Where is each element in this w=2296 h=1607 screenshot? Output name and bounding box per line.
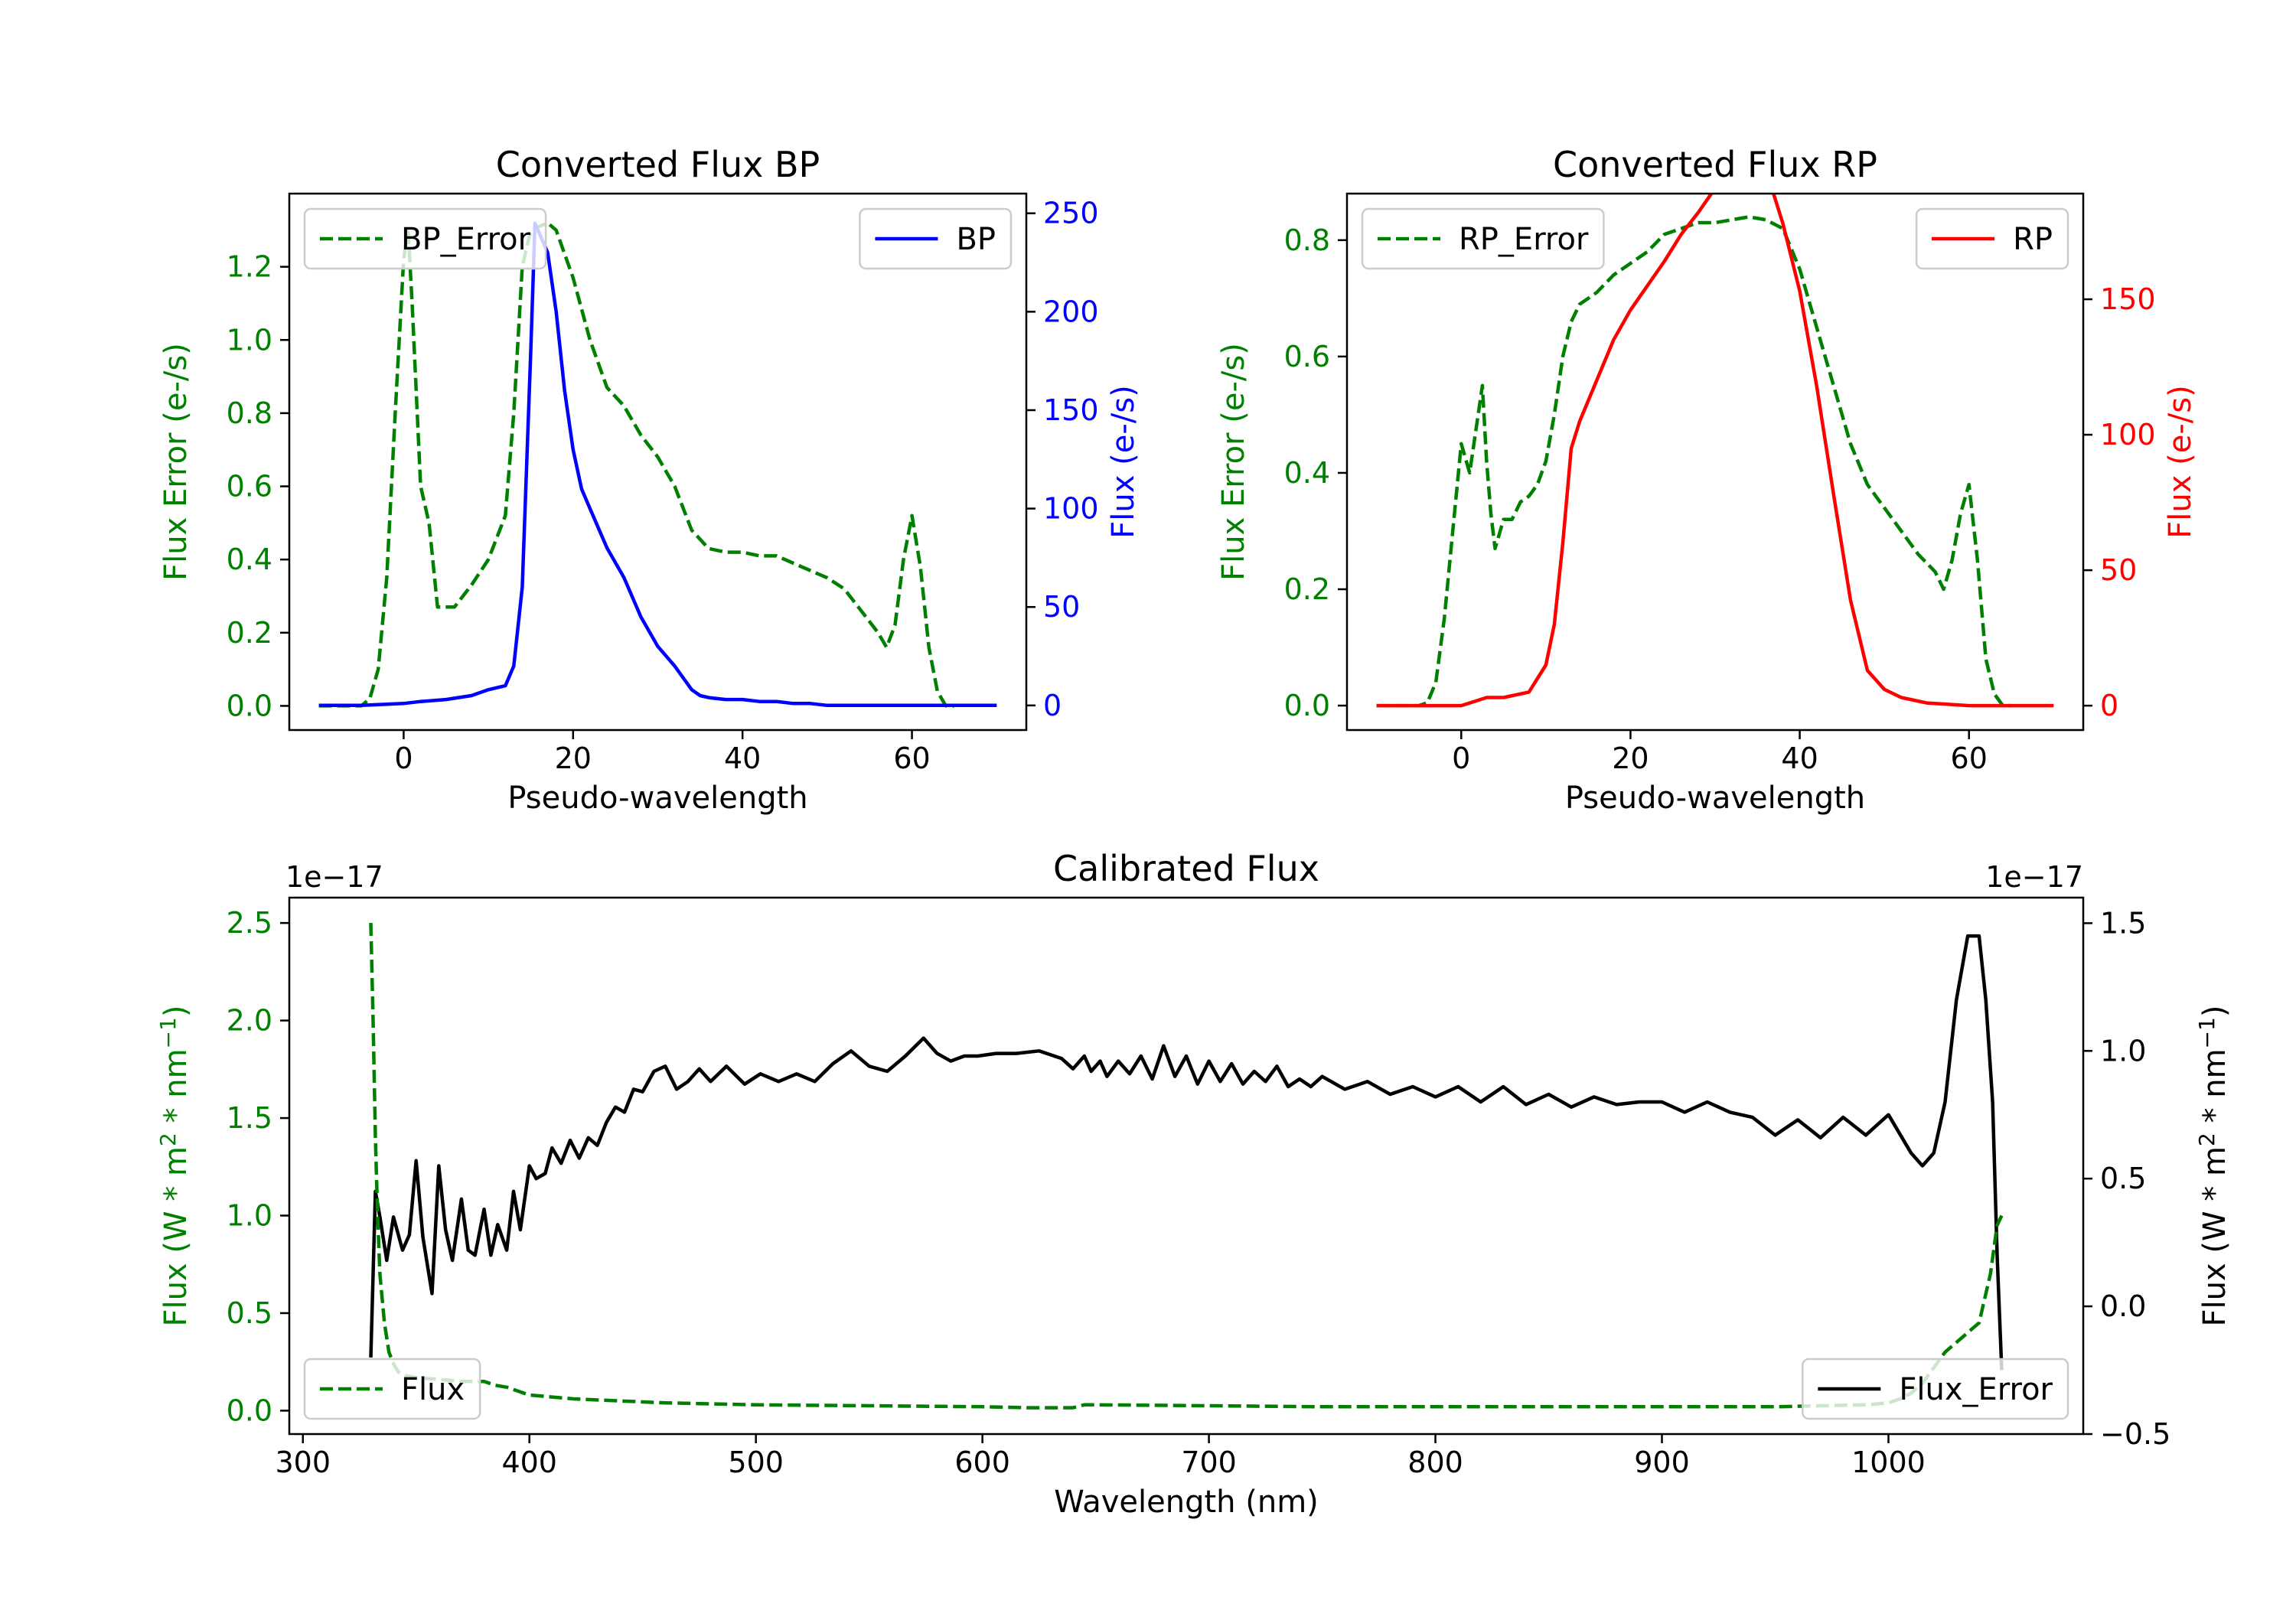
series-line-flux (369, 934, 2004, 1371)
y-right-tick-label: 1.0 (2100, 1034, 2146, 1068)
x-tick-label: 600 (954, 1446, 1010, 1479)
x-tick-label: 900 (1634, 1446, 1690, 1479)
x-tick-label: 40 (1781, 742, 1818, 775)
x-tick-label: 40 (724, 742, 761, 775)
legend-box (303, 207, 547, 270)
legend-rp-error: RP_Error (1361, 207, 1605, 270)
x-tick-label: 800 (1407, 1446, 1463, 1479)
plot-frame (288, 896, 2085, 1436)
y-right-tick-label: 0.5 (2100, 1162, 2146, 1195)
series-line-rp (1376, 194, 2054, 708)
y-right-tick-label: 250 (1043, 197, 1099, 230)
y-right-tick-label: 50 (1043, 590, 1080, 624)
y-left-tick-label: 0.6 (227, 470, 272, 504)
y-right-tick-label: 200 (1043, 295, 1099, 328)
legend-box (1361, 207, 1605, 270)
x-tick-label: 60 (893, 742, 930, 775)
y-left-tick-label: 2.5 (227, 906, 272, 940)
x-axis-label: Pseudo-wavelength (1565, 781, 1865, 816)
y-left-tick-label: 1.5 (227, 1101, 272, 1135)
legend-box (303, 1358, 481, 1420)
y-left-tick-label: 1.0 (227, 323, 272, 357)
x-axis-label: Pseudo-wavelength (507, 781, 807, 816)
x-tick-label: 0 (394, 742, 413, 775)
y-left-tick-label: 0.8 (227, 396, 272, 430)
legend-box (1802, 1358, 2069, 1420)
series-line-flux-error (369, 923, 2004, 1410)
y-right-tick-label: 100 (2100, 418, 2156, 451)
legend-label: Flux_Error (1899, 1372, 2053, 1407)
plot-frame (288, 192, 1028, 732)
y-right-axis-label: Flux (e-/s) (2163, 385, 2198, 538)
plot-frame (1345, 192, 2085, 732)
legend-flux-error: Flux (303, 1358, 481, 1420)
x-tick-label: 0 (1452, 742, 1470, 775)
series-line-bp (318, 221, 997, 708)
chart-title: Converted Flux BP (496, 144, 820, 185)
y-right-tick-label: 50 (2100, 553, 2137, 587)
y-left-tick-label: 0.4 (1284, 456, 1330, 490)
x-tick-label: 300 (275, 1446, 331, 1479)
x-tick-label: 400 (501, 1446, 557, 1479)
y-left-tick-label: 1.2 (227, 250, 272, 284)
y-right-tick-label: 0 (1043, 689, 1062, 722)
calibrated-chart: 300 400 500 600 700 800 900 1000 0.0 0.5 1.0 1.5 2.0… (155, 848, 2232, 1520)
y-left-tick-label: 0.6 (1284, 340, 1330, 373)
series-line-rp-error (1376, 215, 2011, 708)
x-tick-label: 60 (1951, 742, 1988, 775)
y-right-axis-label: Flux (W * m2 * nm−1) (2194, 1006, 2232, 1327)
legend-bp-error: BP_Error (303, 207, 547, 270)
y-left-tick-label: 0.5 (227, 1296, 272, 1330)
x-tick-label: 20 (1612, 742, 1649, 775)
y-right-tick-label: 150 (2100, 282, 2156, 316)
x-tick-label: 700 (1181, 1446, 1237, 1479)
legend-rp: RP (1915, 207, 2069, 270)
legend-bp: BP (859, 207, 1013, 270)
legend-label: RP (2013, 222, 2053, 257)
y-left-tick-label: 0.0 (227, 689, 272, 722)
y-left-tick-label: 0.8 (1284, 223, 1330, 257)
y-left-tick-label: 0.0 (227, 1393, 272, 1427)
x-tick-label: 500 (728, 1446, 784, 1479)
legend-label: BP (956, 222, 996, 257)
y-right-tick-label: 0.0 (2100, 1289, 2146, 1323)
legend-label: Flux (401, 1372, 465, 1407)
y-left-tick-label: 2.0 (227, 1004, 272, 1038)
x-axis-label: Wavelength (nm) (1054, 1485, 1319, 1520)
y-left-scale-label: 1e−17 (285, 860, 383, 894)
y-right-axis-label: Flux (e-/s) (1106, 385, 1141, 538)
y-right-tick-label: 150 (1043, 393, 1099, 427)
y-left-tick-label: 0.2 (227, 616, 272, 650)
x-tick-label: 20 (555, 742, 592, 775)
chart-title: Calibrated Flux (1053, 848, 1319, 889)
y-right-tick-label: 0 (2100, 689, 2118, 722)
y-right-scale-label: 1e−17 (1985, 860, 2083, 894)
y-right-tick-label: −0.5 (2100, 1417, 2170, 1451)
y-right-tick-label: 1.5 (2100, 906, 2146, 940)
y-left-tick-label: 1.0 (227, 1199, 272, 1233)
legend-label: RP_Error (1459, 222, 1589, 257)
y-left-axis-label: Flux Error (e-/s) (158, 343, 194, 581)
y-left-axis-label: Flux (W * m2 * nm−1) (155, 1006, 194, 1327)
series-line-bp-error (318, 221, 954, 708)
bp-chart: 0 20 40 60 0.0 0.2 0.4 0.6 0.8 1.0 1.2 0 50 100 150 200… (158, 144, 1141, 816)
y-left-tick-label: 0.0 (1284, 689, 1330, 722)
y-right-tick-label: 100 (1043, 492, 1099, 526)
legend-label: BP_Error (401, 222, 531, 257)
x-tick-label: 1000 (1851, 1446, 1926, 1479)
y-left-tick-label: 0.4 (227, 543, 272, 576)
y-left-tick-label: 0.2 (1284, 572, 1330, 606)
y-left-axis-label: Flux Error (e-/s) (1216, 343, 1251, 581)
legend-flux: Flux_Error (1802, 1358, 2069, 1420)
rp-chart: 0 20 40 60 0.0 0.2 0.4 0.6 0.8 0 50 100 150 Converted… (1216, 144, 2198, 816)
chart-title: Converted Flux RP (1553, 144, 1877, 185)
